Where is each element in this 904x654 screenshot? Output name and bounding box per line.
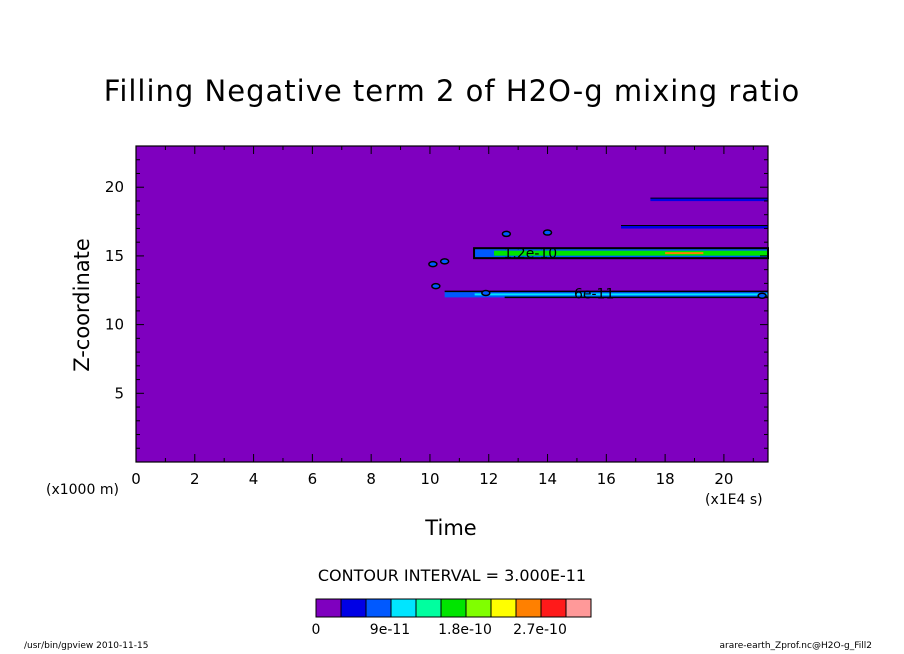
plot-area: 1.2e-10 6e-11	[136, 146, 769, 462]
y-axis-label: Z-coordinate	[70, 238, 94, 372]
x-tick-label-7: 14	[538, 470, 557, 488]
x-tick-label-0: 0	[131, 470, 141, 488]
x-tick-label-6: 12	[479, 470, 498, 488]
y-tick-label-2: 15	[105, 247, 124, 265]
footer-left: /usr/bin/gpview 2010-11-15	[24, 641, 149, 651]
colorbar-swatch-0	[315, 598, 342, 618]
colorbar-label-0: 0	[311, 622, 321, 638]
axes: 0 2 4 6 8 10 12 14 16 18 20 5 10 15 20	[105, 145, 769, 488]
colorbar-swatch-9	[540, 598, 567, 618]
contour-blob-3	[501, 230, 512, 238]
colorbar-swatch-4	[415, 598, 442, 618]
field-background	[136, 146, 768, 462]
y-tick-label-0: 5	[114, 384, 124, 402]
contour-blob-4	[542, 229, 553, 236]
x-tick-label-2: 4	[249, 470, 259, 488]
contour-band-2	[621, 225, 768, 229]
x-tick-label-9: 18	[656, 470, 675, 488]
contour-blob-0	[428, 260, 438, 268]
y-axis-scale-note: (x1000 m)	[46, 482, 119, 498]
band-fill	[650, 198, 768, 202]
colorbar-swatch-3	[390, 598, 417, 618]
contour-label-0: 1.2e-10	[503, 246, 557, 262]
colorbar-swatch-8	[515, 598, 542, 618]
band-core	[494, 250, 768, 256]
band-contour	[444, 290, 768, 299]
contour-blob-1	[439, 258, 450, 265]
chart-title: Filling Negative term 2 of H2O-g mixing …	[103, 74, 801, 108]
footer-right: arare-earth_Zprof.nc@H2O-g_Fill2	[719, 641, 872, 651]
x-axis-label: Time	[425, 516, 477, 540]
x-tick-label-3: 6	[308, 470, 318, 488]
band-core	[474, 293, 768, 296]
colorbar-swatch-10	[565, 598, 592, 618]
y-tick-label-3: 20	[105, 178, 124, 196]
y-tick-label-1: 10	[105, 316, 124, 334]
colorbar	[315, 598, 592, 618]
contour-blob-2	[431, 282, 441, 290]
x-tick-label-4: 8	[366, 470, 376, 488]
colorbar-label-3: 2.7e-10	[513, 622, 567, 638]
band-fill	[621, 225, 768, 229]
colorbar-swatch-6	[465, 598, 492, 618]
contour-label-1: 6e-11	[574, 286, 614, 302]
contour-interval: CONTOUR INTERVAL = 3.000E-11	[317, 566, 587, 585]
x-tick-label-8: 16	[597, 470, 616, 488]
colorbar-swatch-2	[365, 598, 392, 618]
colorbar-label-1: 9e-11	[369, 622, 411, 638]
plot-frame	[135, 145, 769, 463]
contour-blob-5	[481, 289, 491, 297]
x-tick-label-5: 10	[420, 470, 439, 488]
x-axis-scale-note: (x1E4 s)	[705, 492, 763, 508]
x-tick-label-10: 20	[714, 470, 733, 488]
contour-band-3	[650, 197, 768, 202]
colorbar-swatch-5	[440, 598, 467, 618]
x-tick-label-1: 2	[190, 470, 200, 488]
colorbar-swatch-1	[340, 598, 367, 618]
colorbar-label-2: 1.8e-10	[438, 622, 492, 638]
colorbar-swatch-7	[490, 598, 517, 618]
contour-band-1	[444, 290, 768, 299]
